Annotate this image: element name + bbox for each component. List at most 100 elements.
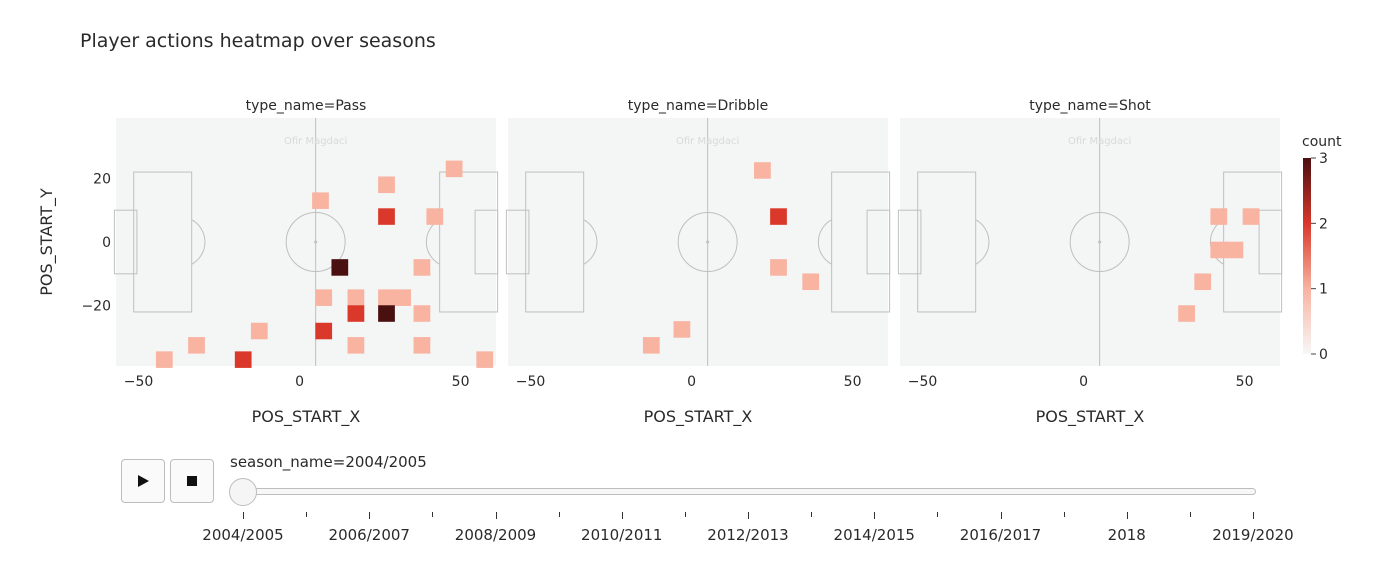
slider-major-tick [748, 512, 749, 519]
x-axis-title: POS_START_X [252, 407, 361, 427]
x-tick-label: −50 [124, 374, 154, 390]
facet-panel: Ofir Magdaci type_name=Pass −50 0 50 POS_STAR… [37, 98, 499, 427]
watermark: Ofir Magdaci [676, 136, 739, 147]
heatmap-cell [802, 273, 820, 291]
slider-step-label[interactable]: 2018 [1107, 526, 1146, 544]
centre-circle [285, 212, 346, 272]
chart-title: Player actions heatmap over seasons [80, 30, 436, 52]
slider-major-tick [1000, 512, 1002, 519]
slider-current-value: season_name=2004/2005 [230, 453, 427, 471]
slider-step-label[interactable]: 2019/2020 [1212, 526, 1294, 544]
centre-spot [1098, 240, 1102, 244]
y-axis-title: POS_START_Y [37, 188, 57, 296]
slider-step-label[interactable]: 2014/2015 [833, 526, 915, 544]
left-goal-area [113, 209, 138, 275]
x-tick-label: 0 [687, 374, 696, 390]
x-tick-label: 0 [295, 374, 304, 390]
pitch-markings [505, 118, 891, 366]
heatmap-cell [754, 162, 771, 179]
x-tick-label: −50 [516, 374, 546, 390]
colorbar-tick-label: 0 [1319, 347, 1328, 363]
left-goal-area [505, 209, 530, 275]
centre-spot [314, 240, 318, 244]
x-tick-label: 50 [844, 374, 862, 390]
y-tick-label: 0 [102, 235, 111, 251]
x-tick-label: 0 [1079, 374, 1088, 390]
slider-step-label[interactable]: 2012/2013 [707, 526, 789, 544]
slider-major-tick [369, 512, 371, 519]
heatmap-cell [155, 351, 173, 368]
play-button[interactable] [121, 459, 165, 503]
stop-button[interactable] [170, 459, 214, 503]
slider-step-label[interactable]: 2004/2005 [202, 526, 284, 544]
right-goal-area [1258, 209, 1283, 275]
slider-handle[interactable] [229, 478, 257, 506]
slider-step-label[interactable]: 2016/2017 [959, 526, 1042, 544]
heatmap-cell [250, 322, 268, 340]
heatmap-cell [413, 305, 431, 322]
slider-minor-tick [937, 512, 939, 517]
right-goal-area [866, 209, 891, 275]
pitch-background [508, 118, 888, 366]
heatmap-cell [1178, 305, 1195, 322]
colorbar-title: count [1302, 134, 1342, 150]
watermark: Ofir Magdaci [1068, 136, 1131, 147]
colorbar-tick-label: 2 [1319, 216, 1328, 232]
x-axis-title: POS_START_X [644, 407, 753, 427]
heatmap-cell [378, 176, 395, 194]
heatmap-cell [413, 259, 431, 276]
heatmap-cell [1210, 241, 1228, 259]
heatmap-cell [347, 305, 365, 322]
heatmap-cell [770, 208, 787, 225]
heatmap-cell [331, 259, 349, 276]
slider-minor-tick [684, 512, 686, 517]
slider-step-label[interactable]: 2010/2011 [581, 526, 663, 544]
y-tick-label: −20 [81, 299, 111, 315]
x-axis-title: POS_START_X [1036, 407, 1145, 427]
centre-circle [677, 212, 738, 272]
heatmap-cell [378, 305, 395, 322]
heatmap-cell [642, 337, 660, 354]
pitch-background [116, 118, 496, 366]
play-icon [138, 475, 149, 487]
stop-icon [187, 476, 197, 486]
slider-major-tick [874, 512, 876, 519]
right-goal-area [474, 209, 499, 275]
right-penalty-arc [817, 219, 832, 265]
heatmap-cell [413, 337, 431, 354]
left-goal-area [897, 209, 922, 275]
colorbar [1303, 158, 1311, 354]
heatmap-cell [394, 289, 411, 306]
x-tick-label: 50 [452, 374, 470, 390]
facet-title: type_name=Pass [246, 98, 367, 114]
x-tick-label: −50 [908, 374, 938, 390]
left-penalty-arc [191, 219, 206, 265]
slider-minor-tick [1189, 512, 1191, 517]
heatmap-cell [378, 289, 395, 306]
slider-minor-tick [432, 512, 434, 517]
heatmap-cell [1226, 241, 1244, 259]
heatmap-cell [234, 351, 252, 368]
colorbar-tick-label: 1 [1319, 282, 1328, 298]
heatmap-cell [476, 351, 494, 368]
left-penalty-box [917, 171, 977, 313]
heatmap-cell [770, 259, 787, 276]
slider-minor-tick [1063, 512, 1065, 517]
slider-minor-tick [306, 512, 308, 517]
heatmap-cell [347, 337, 365, 354]
slider-step-label[interactable]: 2006/2007 [328, 526, 410, 544]
heatmap-cell [312, 192, 329, 209]
left-penalty-arc [583, 219, 598, 265]
facet-title: type_name=Dribble [628, 98, 768, 114]
heatmap-cell [1210, 208, 1228, 225]
heatmap-cell [673, 321, 691, 338]
slider-minor-tick [558, 512, 560, 517]
facet-title: type_name=Shot [1029, 98, 1151, 114]
colorbar-tick-label: 3 [1319, 151, 1328, 167]
slider-step-label[interactable]: 2008/2009 [454, 526, 537, 544]
slider-rail[interactable] [238, 488, 1256, 495]
left-penalty-box [133, 171, 193, 313]
slider-major-tick [243, 512, 244, 519]
slider-major-tick [1126, 512, 1128, 519]
